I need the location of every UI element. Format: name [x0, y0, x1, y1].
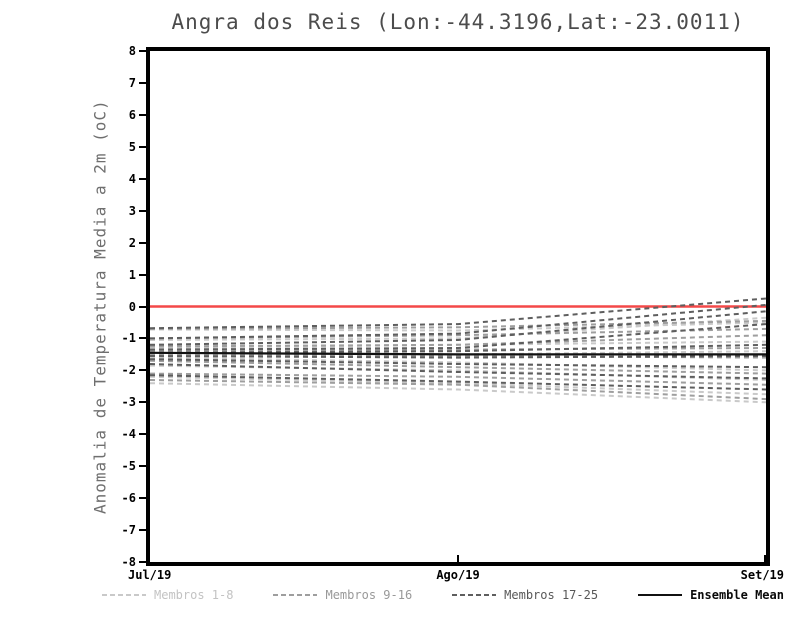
- x-tick-label-ago19: Ago/19: [436, 568, 480, 582]
- y-tick-label: 0: [128, 299, 136, 314]
- member-line-g1-7: [150, 375, 766, 396]
- member-line-g2-7: [150, 372, 766, 386]
- y-tick-mark: [139, 81, 146, 84]
- y-tick-mark: [139, 497, 146, 500]
- y-tick-mark: [139, 561, 146, 563]
- y-tick-label: 8: [128, 44, 136, 58]
- member-line-g1-8: [150, 382, 766, 404]
- y-tick-label: 5: [128, 139, 136, 154]
- y-tick-mark: [139, 209, 146, 212]
- y-tick-mark: [139, 465, 146, 468]
- member-line-g2-1: [150, 319, 766, 330]
- y-tick-mark: [139, 273, 146, 276]
- legend-label: Ensemble Mean: [690, 588, 784, 602]
- y-tick-label: -3: [121, 395, 136, 410]
- plot-area: [146, 47, 770, 566]
- y-tick-mark: [139, 177, 146, 180]
- y-tick-mark: [139, 305, 146, 308]
- member-line-g3-4: [150, 323, 766, 351]
- y-tick-mark: [139, 369, 146, 372]
- member-line-g3-8: [150, 363, 766, 380]
- legend: Membros 1-8 Membros 9-16 Membros 17-25 E…: [102, 588, 784, 602]
- y-axis-label: Anomalia de Temperatura Media a 2m (oC): [90, 99, 110, 514]
- legend-item-membros-9-16: Membros 9-16: [273, 588, 412, 602]
- y-tick-label: -8: [121, 555, 136, 569]
- legend-label: Membros 17-25: [504, 588, 599, 602]
- y-tick-mark: [139, 529, 146, 532]
- y-tick-label: -2: [121, 363, 136, 378]
- solid-line-sample: [638, 594, 683, 596]
- legend-item-ensemble-mean: Ensemble Mean: [638, 588, 784, 602]
- plot-svg: [150, 297, 766, 562]
- chart-title: Angra dos Reis (Lon:-44.3196,Lat:-23.001…: [171, 10, 745, 34]
- member-line-g3-2: [150, 303, 766, 340]
- dashed-line-sample-light: [102, 594, 146, 596]
- y-tick-mark: [139, 50, 146, 52]
- y-tick-label: 3: [128, 203, 136, 218]
- legend-item-membros-1-8: Membros 1-8: [102, 588, 233, 602]
- dashed-line-sample-dark: [452, 594, 497, 596]
- member-line-g2-3: [150, 334, 766, 348]
- y-tick-mark: [139, 401, 146, 404]
- x-tick-label-set19: Set/19: [740, 568, 784, 582]
- y-tick-label: -6: [121, 491, 136, 506]
- y-tick-label: -4: [121, 427, 136, 442]
- member-line-g3-9: [150, 374, 766, 391]
- member-line-g1-5: [150, 356, 766, 372]
- y-tick-mark: [139, 241, 146, 244]
- y-tick-label: -5: [121, 459, 136, 474]
- y-tick-label: -1: [121, 331, 136, 346]
- y-tick-label: 2: [128, 235, 136, 250]
- member-line-g2-4: [150, 347, 766, 353]
- y-tick-mark: [139, 113, 146, 116]
- y-tick-label: 4: [128, 171, 136, 186]
- legend-item-membros-17-25: Membros 17-25: [452, 588, 598, 602]
- member-line-g3-7: [150, 358, 766, 369]
- y-tick-label: 7: [128, 75, 136, 90]
- member-line-g2-8: [150, 379, 766, 401]
- member-line-g1-2: [150, 316, 766, 341]
- ensemble-mean-line: [150, 351, 766, 356]
- y-tick-label: 6: [128, 107, 136, 122]
- member-line-g2-6: [150, 359, 766, 375]
- member-line-g3-3: [150, 310, 766, 346]
- y-tick-mark: [139, 433, 146, 436]
- y-tick-mark: [139, 337, 146, 340]
- y-tick-mark: [139, 145, 146, 148]
- legend-label: Membros 1-8: [154, 588, 234, 602]
- member-line-g3-6: [150, 355, 766, 359]
- x-tick-label-jul19: Jul/19: [128, 568, 172, 582]
- y-tick-label: -7: [121, 523, 136, 538]
- dashed-line-sample-medium: [273, 594, 318, 596]
- member-line-g3-1: [150, 297, 766, 330]
- y-tick-label: 1: [128, 267, 136, 282]
- legend-label: Membros 9-16: [325, 588, 413, 602]
